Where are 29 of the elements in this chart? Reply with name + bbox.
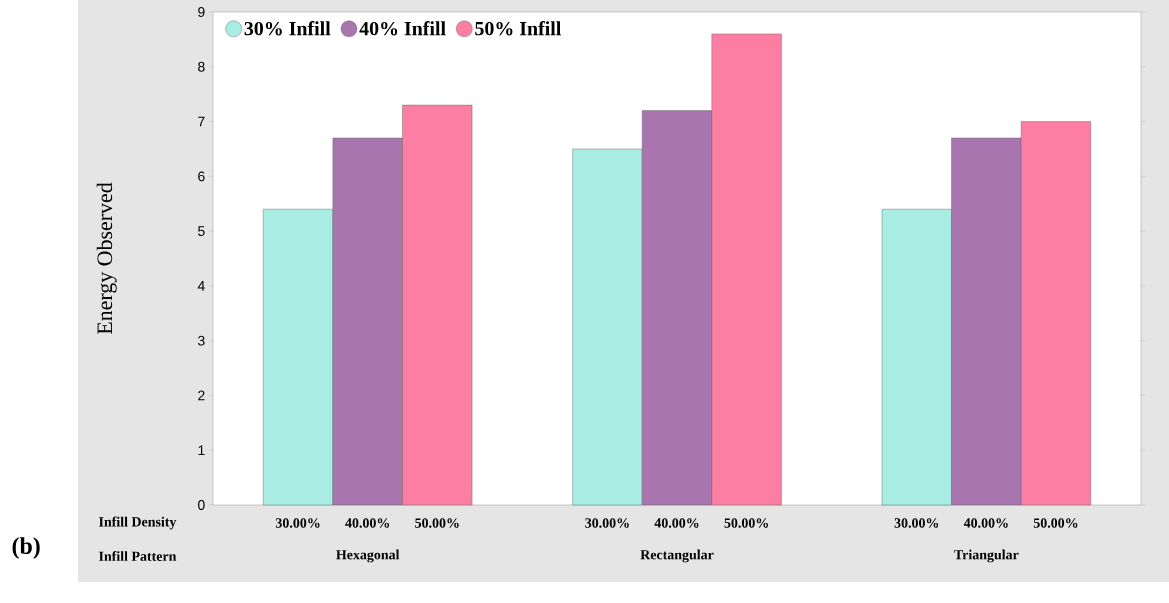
x-tick-label: Triangular — [954, 549, 1019, 563]
text: Infill Density — [98, 516, 177, 530]
legend-label: 30% Infill — [244, 20, 331, 36]
x-tick-label: Hexagonal — [336, 549, 400, 563]
text: 40.00% — [654, 518, 699, 528]
text: 50.00% — [724, 518, 768, 528]
text: 40.00% — [963, 518, 1008, 528]
y-tick-label: 4 — [197, 280, 205, 291]
text: 30.00% — [275, 518, 320, 528]
text: 40.00% — [345, 518, 390, 528]
text: 50.00% — [1033, 518, 1078, 528]
text: 50.00% — [415, 518, 459, 528]
x-axis-title: Infill Pattern — [98, 550, 177, 561]
text: 30.00% — [585, 518, 629, 528]
y-tick-label: 9 — [198, 6, 205, 17]
y-tick-label: 1 — [198, 445, 205, 455]
legend-label: 50% Infill — [475, 20, 561, 36]
text: 30.00% — [894, 518, 939, 528]
y-axis-title: Energy Observed — [96, 182, 117, 334]
y-tick-label: 0 — [198, 499, 205, 510]
y-tick-label: 6 — [198, 171, 205, 182]
y-tick-label: 3 — [198, 335, 205, 346]
x-tick-label: Rectangular — [640, 549, 714, 563]
text: (b) — [12, 536, 40, 559]
legend-label: 40% Infill — [359, 20, 446, 36]
y-tick-label: 5 — [198, 226, 205, 236]
y-tick-label: 7 — [198, 116, 205, 127]
y-tick-label: 8 — [198, 61, 205, 72]
y-tick-label: 2 — [198, 390, 205, 401]
